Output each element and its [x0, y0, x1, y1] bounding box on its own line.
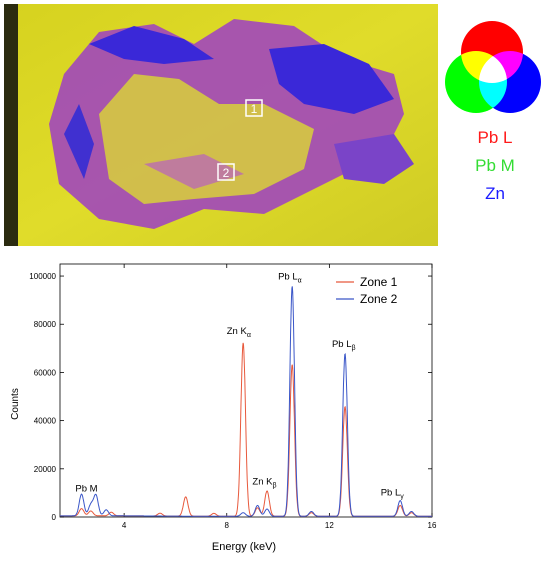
- zone-2-label: 2: [223, 166, 230, 180]
- elemental-map-image: 1 2: [4, 4, 438, 246]
- y-tick-label: 20000: [34, 465, 57, 474]
- legend-pb-l: Pb L: [477, 128, 513, 147]
- peak-annotation: Pb Lβ: [332, 339, 356, 352]
- y-tick-label: 100000: [29, 272, 56, 281]
- zone-1-label: 1: [251, 102, 258, 116]
- peak-annotation: Zn Kβ: [252, 476, 276, 489]
- peak-annotation: Pb Lγ: [381, 487, 405, 500]
- peak-annotation: Pb Lα: [278, 272, 302, 285]
- x-tick-label: 8: [225, 521, 230, 530]
- x-tick-label: 4: [122, 521, 127, 530]
- legend-zn: Zn: [485, 184, 505, 203]
- plot-area-frame: [59, 263, 433, 518]
- peak-annotation: Zn Kα: [227, 326, 251, 339]
- color-legend: Pb L Pb M Zn: [440, 0, 550, 250]
- legend-pb-m: Pb M: [475, 156, 515, 175]
- rgb-venn-diagram: [440, 10, 550, 130]
- spectrum-chart-svg: 0 20000 40000 60000 80000 100000 4 8 12 16 Pb M Zn…: [10, 263, 437, 553]
- spectrum-chart: 0 20000 40000 60000 80000 100000 4 8 12 16 Pb M Zn…: [0, 252, 550, 557]
- y-tick-label: 80000: [34, 320, 57, 329]
- y-tick-label: 0: [52, 513, 57, 522]
- x-axis-label: Energy (keV): [212, 541, 276, 553]
- legend-label-1: Zone 1: [360, 275, 398, 289]
- x-tick-label: 16: [428, 521, 437, 530]
- series-line-2: [60, 286, 432, 517]
- peak-annotation: Pb M: [75, 484, 97, 495]
- y-tick-label: 40000: [34, 417, 57, 426]
- elemental-map: 1 2: [4, 4, 438, 246]
- series-line-1: [60, 342, 432, 517]
- legend-label-2: Zone 2: [360, 292, 398, 306]
- x-tick-label: 12: [325, 521, 334, 530]
- y-tick-label: 60000: [34, 368, 57, 377]
- y-axis-label: Counts: [10, 388, 21, 420]
